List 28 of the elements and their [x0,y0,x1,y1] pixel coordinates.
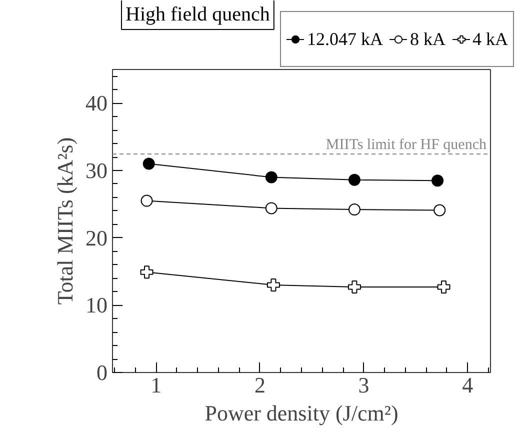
point [140,194,153,207]
legend-label: 4 kA [472,28,508,50]
point [348,204,360,216]
point [142,158,155,170]
y-tick-label: 40 [86,90,108,116]
y-tick-label: 0 [96,360,108,385]
x-tick-label: 4 [462,372,474,398]
point [432,174,444,187]
point [265,171,278,184]
y-axis-title: Total MIITs (kA²s) [52,137,78,305]
x-tick-label: 3 [358,372,370,398]
legend-label: 8 kA [410,28,446,50]
point [434,204,446,216]
x-tick-label: 2 [254,372,266,398]
y-tick-label: 30 [86,158,108,183]
x-tick-label: 1 [150,372,162,398]
y-tick-label: 20 [86,225,108,250]
point [266,278,280,292]
point [437,280,450,294]
ref-line-label: MIITs limit for HF quench [326,137,487,154]
point [265,202,278,214]
chart-title: High field quench [126,4,270,26]
point [348,174,360,186]
y-tick-label: 10 [86,292,108,318]
legend-label: 12.047 kA [307,28,383,50]
point [140,266,154,279]
x-axis-title: Power density (J/cm²) [204,400,398,426]
point [348,280,361,294]
